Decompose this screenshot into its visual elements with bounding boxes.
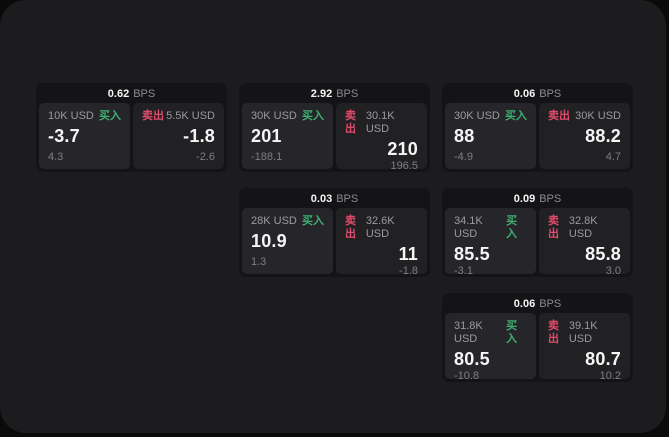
bps-value: 2.92 (310, 88, 333, 100)
buy-price: -3.7 (48, 126, 80, 146)
quote-card: 0.06 BPS 31.8K USD 买入 80.5 -10.8 卖出 39.1… (442, 293, 633, 382)
buy-quote-cell[interactable]: 31.8K USD 买入 80.5 -10.8 (445, 313, 536, 382)
sell-sub-value: 196.5 (390, 160, 418, 172)
quote-card: 0.06 BPS 30K USD 买入 88 -4.9 卖出 30K USD 8… (442, 83, 633, 172)
sell-quote-cell[interactable]: 卖出 39.1K USD 80.7 10.2 (539, 313, 630, 382)
sell-sub-value: 3.0 (605, 265, 621, 277)
sell-price: 210 (387, 139, 418, 159)
bps-unit-label: BPS (539, 193, 562, 205)
buy-amount: 34.1K USD (454, 215, 483, 240)
bps-value: 0.09 (513, 193, 536, 205)
bps-value: 0.62 (107, 88, 130, 100)
sell-side-label: 卖出 (142, 110, 164, 122)
bps-unit-label: BPS (133, 88, 156, 100)
card-header: 0.06 BPS (445, 86, 630, 103)
sell-sub-value: -2.6 (196, 151, 215, 163)
buy-quote-cell[interactable]: 10K USD 买入 -3.7 4.3 (39, 103, 130, 169)
buy-side-label: 买入 (99, 110, 121, 122)
card-header: 0.06 BPS (445, 296, 630, 313)
bps-value: 0.06 (513, 88, 536, 100)
buy-sub-value: 4.3 (48, 151, 64, 163)
buy-price: 201 (251, 126, 282, 146)
sell-side-label: 卖出 (345, 215, 356, 240)
buy-quote-cell[interactable]: 30K USD 买入 88 -4.9 (445, 103, 536, 169)
buy-amount: 30K USD (251, 110, 297, 122)
buy-quote-cell[interactable]: 30K USD 买入 201 -188.1 (242, 103, 333, 169)
buy-side-label: 买入 (506, 320, 518, 345)
buy-price: 10.9 (251, 231, 287, 251)
sell-quote-cell[interactable]: 卖出 5.5K USD -1.8 -2.6 (133, 103, 224, 169)
buy-sub-value: -188.1 (251, 151, 283, 163)
quote-card: 0.03 BPS 28K USD 买入 10.9 1.3 卖出 32.6K US… (239, 188, 430, 277)
quote-card: 0.09 BPS 34.1K USD 买入 85.5 -3.1 卖出 32.8K… (442, 188, 633, 277)
sell-price: -1.8 (183, 126, 215, 146)
buy-quote-cell[interactable]: 34.1K USD 买入 85.5 -3.1 (445, 208, 536, 277)
buy-sub-value: -4.9 (454, 151, 473, 163)
buy-amount: 30K USD (454, 110, 500, 122)
sell-quote-cell[interactable]: 卖出 32.8K USD 85.8 3.0 (539, 208, 630, 277)
sell-amount: 32.8K USD (568, 215, 598, 240)
bps-unit-label: BPS (539, 88, 562, 100)
sell-side-label: 卖出 (548, 320, 559, 345)
buy-price: 88 (454, 126, 475, 146)
buy-amount: 28K USD (251, 215, 297, 227)
quote-cells: 34.1K USD 买入 85.5 -3.1 卖出 32.8K USD 85.8… (445, 208, 630, 277)
bps-unit-label: BPS (336, 193, 359, 205)
quote-cells: 10K USD 买入 -3.7 4.3 卖出 5.5K USD -1.8 -2.… (39, 103, 224, 169)
buy-sub-value: 1.3 (251, 256, 267, 268)
sell-sub-value: 4.7 (605, 151, 621, 163)
quote-cells: 28K USD 买入 10.9 1.3 卖出 32.6K USD 11 -1.8 (242, 208, 427, 277)
buy-sub-value: -3.1 (454, 265, 473, 277)
sell-amount: 30.1K USD (365, 110, 395, 135)
sell-quote-cell[interactable]: 卖出 32.6K USD 11 -1.8 (336, 208, 427, 277)
bps-value: 0.03 (310, 193, 333, 205)
sell-amount: 32.6K USD (365, 215, 395, 240)
buy-side-label: 买入 (506, 215, 518, 240)
sell-price: 88.2 (585, 126, 621, 146)
buy-side-label: 买入 (505, 110, 527, 122)
buy-price: 85.5 (454, 244, 490, 264)
bps-value: 0.06 (513, 298, 536, 310)
quote-card: 2.92 BPS 30K USD 买入 201 -188.1 卖出 30.1K … (239, 83, 430, 172)
quote-card: 0.62 BPS 10K USD 买入 -3.7 4.3 卖出 5.5K USD… (36, 83, 227, 172)
card-header: 0.03 BPS (242, 191, 427, 208)
card-header: 0.62 BPS (39, 86, 224, 103)
bps-unit-label: BPS (539, 298, 562, 310)
sell-amount: 39.1K USD (568, 320, 598, 345)
sell-sub-value: -1.8 (399, 265, 418, 277)
sell-side-label: 卖出 (548, 215, 559, 240)
bps-unit-label: BPS (336, 88, 359, 100)
sell-amount: 5.5K USD (166, 110, 215, 122)
quote-cells: 30K USD 买入 88 -4.9 卖出 30K USD 88.2 4.7 (445, 103, 630, 169)
sell-amount: 30K USD (575, 110, 621, 122)
card-header: 2.92 BPS (242, 86, 427, 103)
quote-cells: 30K USD 买入 201 -188.1 卖出 30.1K USD 210 1… (242, 103, 427, 172)
buy-amount: 10K USD (48, 110, 94, 122)
buy-quote-cell[interactable]: 28K USD 买入 10.9 1.3 (242, 208, 333, 274)
buy-sub-value: -10.8 (454, 370, 480, 382)
sell-sub-value: 10.2 (599, 370, 621, 382)
sell-price: 85.8 (585, 244, 621, 264)
sell-quote-cell[interactable]: 卖出 30.1K USD 210 196.5 (336, 103, 427, 172)
sell-side-label: 卖出 (548, 110, 570, 122)
buy-amount: 31.8K USD (454, 320, 483, 345)
sell-quote-cell[interactable]: 卖出 30K USD 88.2 4.7 (539, 103, 630, 169)
sell-price: 11 (398, 244, 418, 264)
buy-side-label: 买入 (302, 215, 324, 227)
sell-price: 80.7 (585, 349, 621, 369)
quote-grid: 0.62 BPS 10K USD 买入 -3.7 4.3 卖出 5.5K USD… (36, 83, 633, 382)
sell-side-label: 卖出 (345, 110, 356, 135)
card-header: 0.09 BPS (445, 191, 630, 208)
buy-side-label: 买入 (302, 110, 324, 122)
buy-price: 80.5 (454, 349, 490, 369)
quote-cells: 31.8K USD 买入 80.5 -10.8 卖出 39.1K USD 80.… (445, 313, 630, 382)
